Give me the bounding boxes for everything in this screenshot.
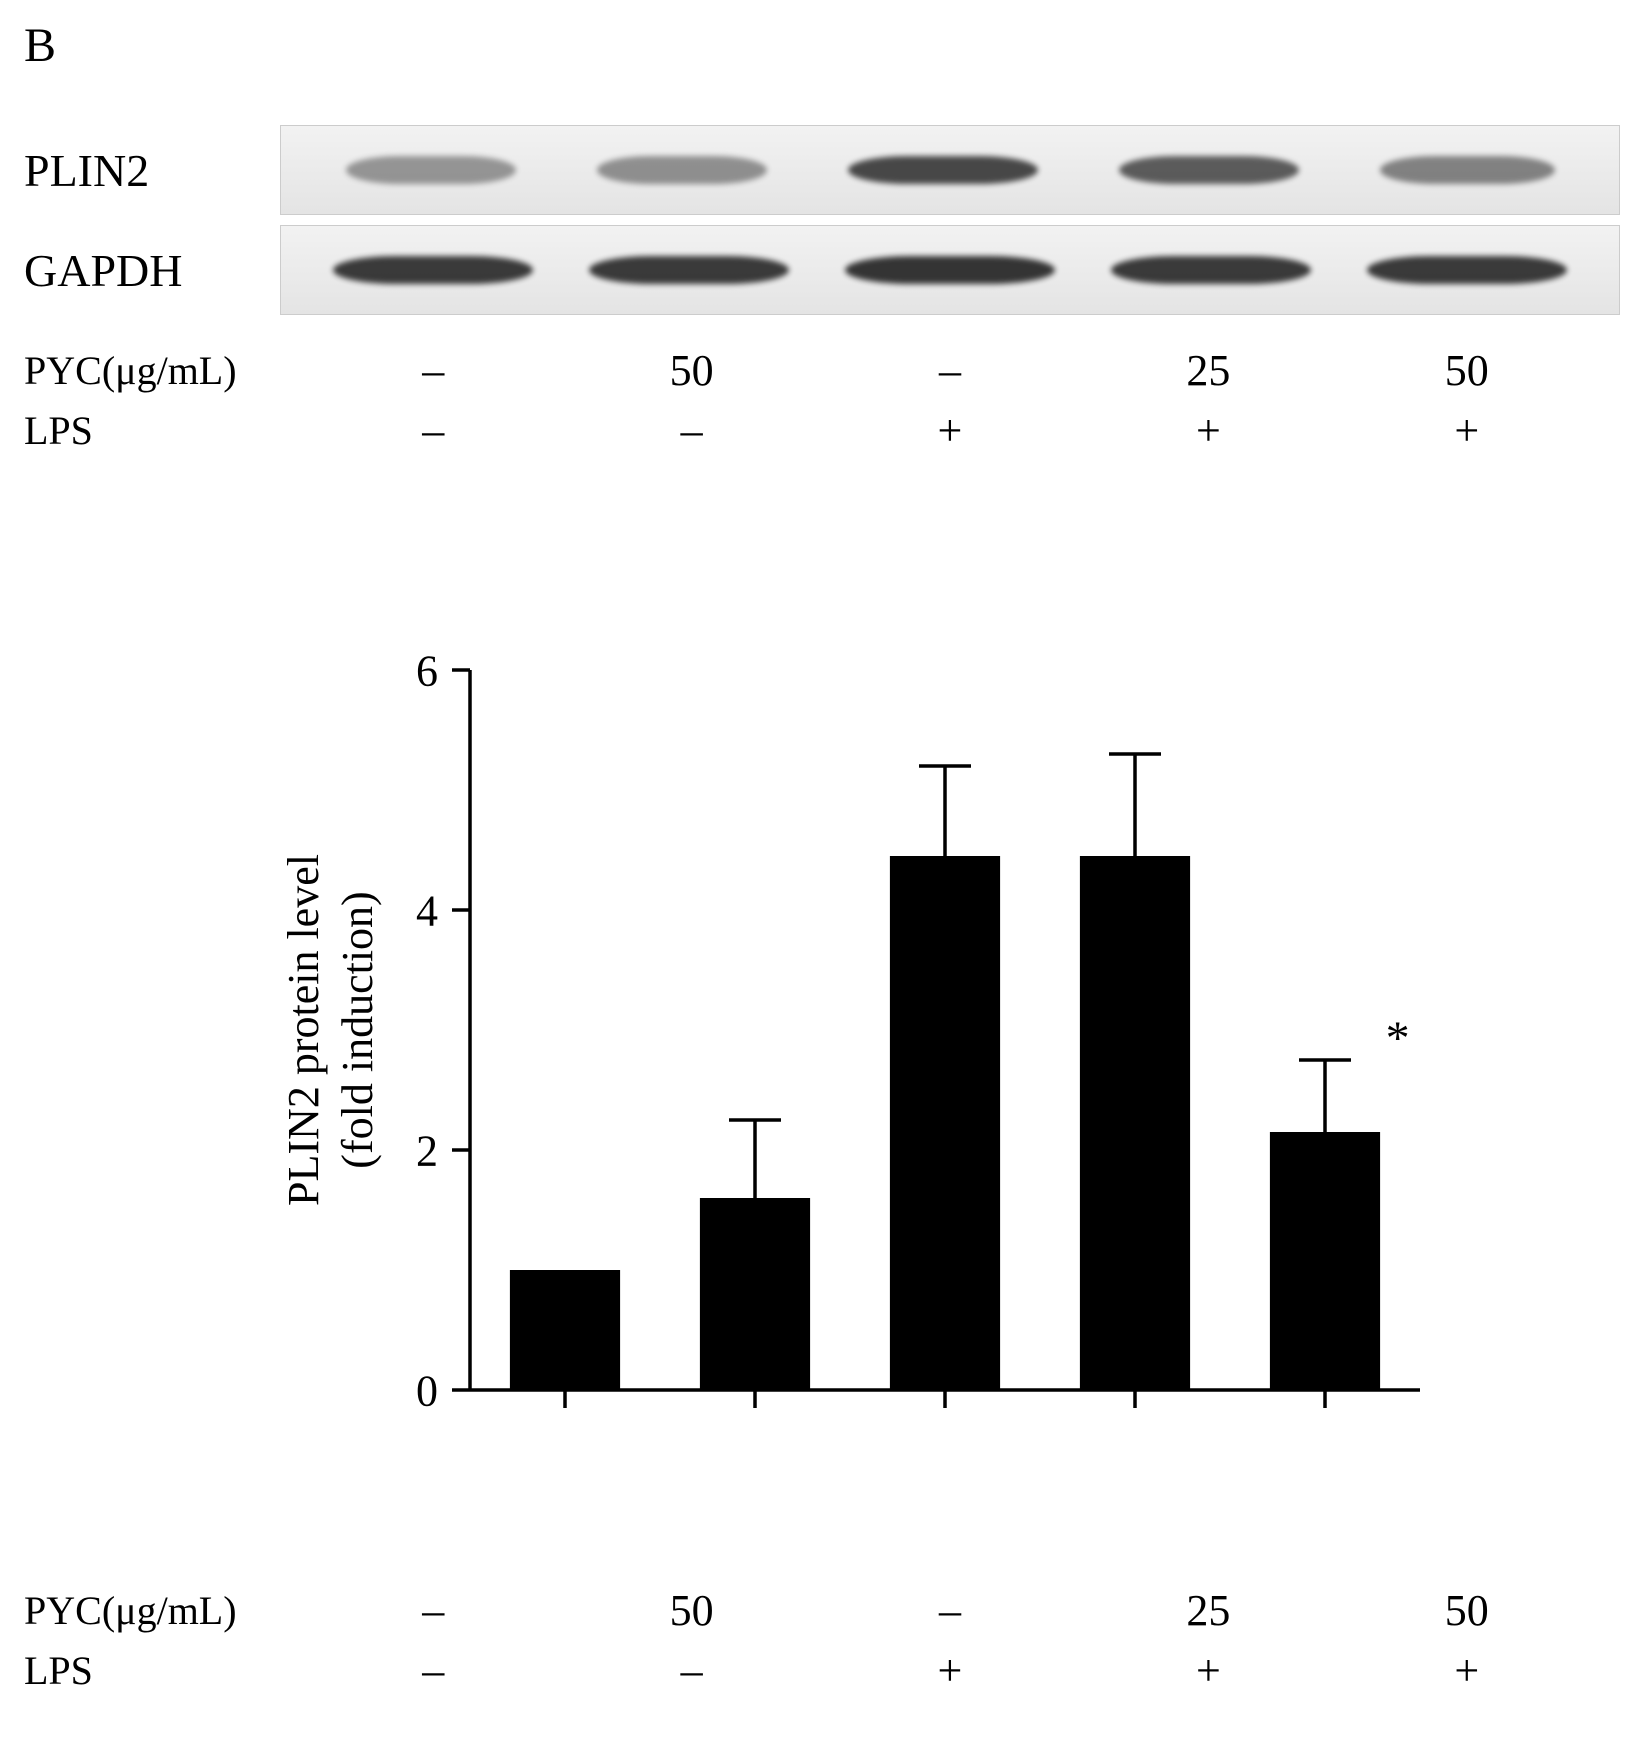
svg-text:*: *	[1386, 1012, 1410, 1065]
chart-treat-values-lps: – – + + +	[280, 1645, 1620, 1696]
svg-text:0: 0	[416, 1366, 438, 1415]
treatment-value: –	[617, 405, 767, 456]
svg-text:(fold induction): (fold induction)	[333, 891, 382, 1168]
treatment-value: +	[1392, 405, 1542, 456]
treatment-value: +	[875, 405, 1025, 456]
blot-row-plin2: PLIN2	[20, 120, 1620, 220]
treatment-value: –	[358, 1585, 508, 1636]
blot-strip-gapdh	[280, 225, 1620, 315]
bar-chart: 0 2 4 6 PLIN2 protein level(fold induction) *	[260, 640, 1560, 1540]
chart-treat-row-lps: LPS – – + + +	[20, 1640, 1620, 1700]
svg-text:4: 4	[416, 886, 438, 935]
treatment-value: +	[875, 1645, 1025, 1696]
treat-row-lps: LPS – – + + +	[20, 400, 1620, 460]
chart-treat-row-pyc: PYC(μg/mL) – 50 – 25 50	[20, 1580, 1620, 1640]
svg-text:PLIN2 protein level: PLIN2 protein level	[279, 854, 328, 1206]
treatment-value: 25	[1133, 1585, 1283, 1636]
treatment-value: –	[358, 345, 508, 396]
treatment-value: 50	[1392, 1585, 1542, 1636]
treat-values-lps: – – + + +	[280, 405, 1620, 456]
treatment-value: –	[617, 1645, 767, 1696]
blot-row-gapdh: GAPDH	[20, 220, 1620, 320]
bar-chart-svg: 0 2 4 6 PLIN2 protein level(fold induction) *	[260, 640, 1460, 1460]
svg-text:6: 6	[416, 646, 438, 695]
western-blot: PLIN2 GAPDH	[20, 120, 1620, 320]
panel-letter: B	[24, 18, 56, 73]
treatment-value: 50	[1392, 345, 1542, 396]
treatment-value: –	[358, 405, 508, 456]
treatment-value: –	[358, 1645, 508, 1696]
figure-panel: B PLIN2 GAPDH PYC(μg/mL) –50–2550 LPS ––…	[0, 0, 1646, 1761]
blot-label-gapdh: GAPDH	[20, 244, 280, 297]
treat-label-pyc: PYC(μg/mL)	[20, 347, 280, 394]
blot-band	[1380, 156, 1555, 184]
blot-band	[1111, 256, 1311, 284]
blot-treatment-labels: PYC(μg/mL) – 50 – 25 50 LPS – – + + +	[20, 340, 1620, 460]
treat-values-pyc: – 50 – 25 50	[280, 345, 1620, 396]
blot-band	[848, 156, 1038, 184]
blot-band	[589, 256, 789, 284]
blot-band	[597, 156, 767, 184]
chart-treat-label-lps: LPS	[20, 1647, 280, 1694]
chart-treat-values-pyc: – 50 – 25 50	[280, 1585, 1620, 1636]
treatment-value: +	[1133, 405, 1283, 456]
chart-treat-label-pyc: PYC(μg/mL)	[20, 1587, 280, 1634]
blot-band	[1119, 156, 1299, 184]
treatment-value: 50	[617, 1585, 767, 1636]
blot-strip-plin2	[280, 125, 1620, 215]
blot-band	[845, 256, 1055, 284]
blot-band	[333, 256, 533, 284]
svg-text:2: 2	[416, 1126, 438, 1175]
blot-band	[346, 156, 516, 184]
treatment-value: +	[1392, 1645, 1542, 1696]
treatment-value: –	[875, 345, 1025, 396]
treatment-value: +	[1133, 1645, 1283, 1696]
treat-row-pyc: PYC(μg/mL) – 50 – 25 50	[20, 340, 1620, 400]
chart-treatment-labels: PYC(μg/mL) – 50 – 25 50 LPS – – + + +	[20, 1580, 1620, 1700]
treat-label-lps: LPS	[20, 407, 280, 454]
treatment-value: 25	[1133, 345, 1283, 396]
blot-label-plin2: PLIN2	[20, 144, 280, 197]
blot-band	[1367, 256, 1567, 284]
treatment-value: 50	[617, 345, 767, 396]
treatment-value: –	[875, 1585, 1025, 1636]
